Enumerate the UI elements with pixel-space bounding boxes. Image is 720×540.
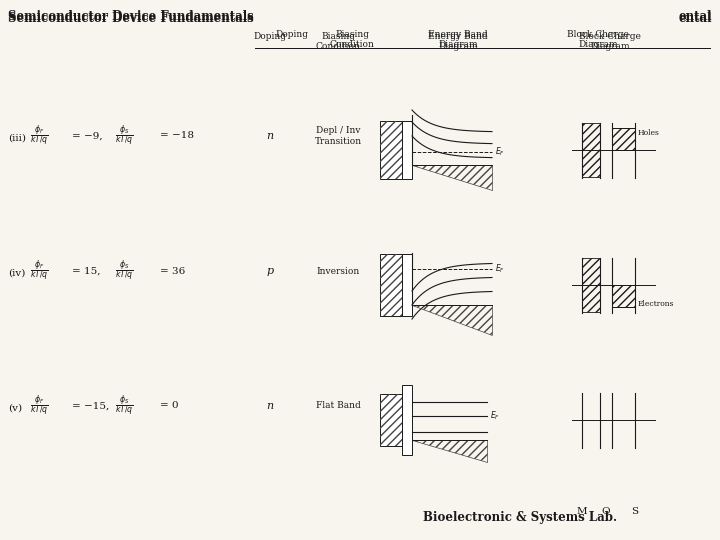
Bar — [612, 285, 635, 307]
Text: $\frac{\phi_F}{kT/q}$: $\frac{\phi_F}{kT/q}$ — [30, 123, 49, 148]
Bar — [380, 394, 402, 446]
Text: (iv): (iv) — [8, 268, 25, 278]
Bar — [380, 394, 402, 446]
Text: (iii): (iii) — [8, 133, 26, 143]
Text: p: p — [266, 266, 274, 276]
Text: ental: ental — [678, 10, 712, 23]
Text: Energy Band
Diagram: Energy Band Diagram — [428, 32, 488, 51]
Text: Doping: Doping — [253, 32, 287, 41]
Text: Doping: Doping — [276, 30, 308, 39]
Text: Energy Band
Diagram: Energy Band Diagram — [428, 30, 488, 49]
Text: O: O — [602, 508, 611, 516]
Text: $E_F$: $E_F$ — [490, 410, 500, 422]
Text: ental: ental — [678, 12, 712, 25]
Text: M: M — [577, 508, 588, 516]
Text: = 0: = 0 — [160, 402, 179, 410]
Bar — [380, 254, 402, 316]
Text: $\frac{\phi_S}{kT/q}$: $\frac{\phi_S}{kT/q}$ — [115, 393, 134, 418]
Bar — [402, 385, 412, 455]
Text: S: S — [631, 508, 639, 516]
Bar — [402, 254, 412, 316]
Text: = −15,: = −15, — [72, 402, 109, 410]
Text: = −9,: = −9, — [72, 132, 103, 140]
Bar — [380, 121, 402, 179]
Text: (v): (v) — [8, 403, 22, 413]
Bar — [402, 121, 412, 179]
Text: = −18: = −18 — [160, 132, 194, 140]
Text: $\frac{\phi_S}{kT/q}$: $\frac{\phi_S}{kT/q}$ — [115, 258, 134, 284]
Text: Semiconductor Device Fundamentals: Semiconductor Device Fundamentals — [8, 12, 253, 25]
Text: Depl / Inv
Transition: Depl / Inv Transition — [315, 126, 361, 146]
Bar — [582, 258, 600, 312]
Text: Bioelectronic & Systems Lab.: Bioelectronic & Systems Lab. — [423, 511, 617, 524]
Text: $E_F$: $E_F$ — [495, 146, 505, 158]
Bar — [380, 121, 402, 179]
Bar — [380, 254, 402, 316]
Text: n: n — [266, 401, 274, 411]
Text: Biasing
Condition: Biasing Condition — [315, 32, 361, 51]
Text: = 36: = 36 — [160, 267, 185, 275]
Bar — [612, 128, 635, 150]
Text: Inversion: Inversion — [316, 267, 359, 275]
Text: Semiconductor Device Fundamentals: Semiconductor Device Fundamentals — [8, 10, 253, 23]
Text: Electrons: Electrons — [638, 300, 675, 308]
Bar — [582, 123, 600, 177]
Text: Holes: Holes — [638, 129, 660, 137]
Text: Flat Band: Flat Band — [315, 402, 361, 410]
Text: Block Charge
Diagram: Block Charge Diagram — [567, 30, 629, 49]
Text: Block Charge
Diagram: Block Charge Diagram — [579, 32, 641, 51]
Text: $\frac{\phi_F}{kT/q}$: $\frac{\phi_F}{kT/q}$ — [30, 393, 49, 418]
Text: n: n — [266, 131, 274, 141]
Text: Biasing
Condition: Biasing Condition — [330, 30, 374, 49]
Text: = 15,: = 15, — [72, 267, 101, 275]
Text: $\frac{\phi_S}{kT/q}$: $\frac{\phi_S}{kT/q}$ — [115, 123, 134, 148]
Text: $\frac{\phi_F}{kT/q}$: $\frac{\phi_F}{kT/q}$ — [30, 258, 49, 284]
Text: $E_F$: $E_F$ — [495, 263, 505, 275]
